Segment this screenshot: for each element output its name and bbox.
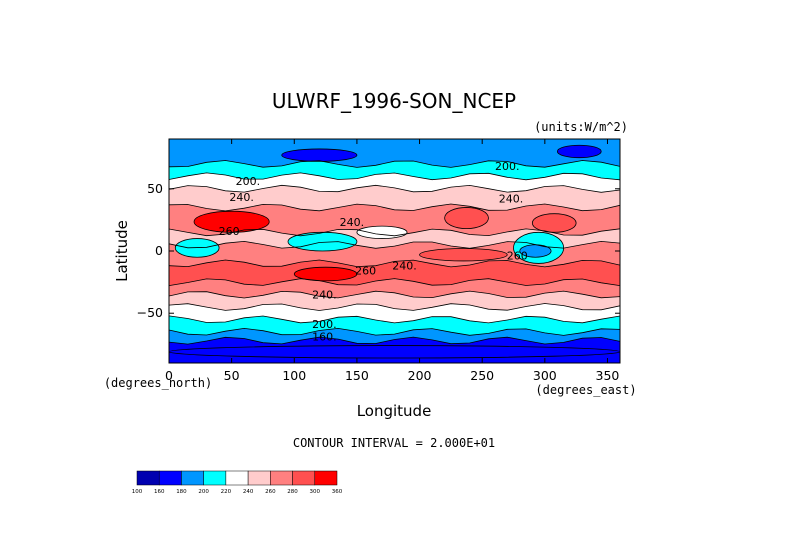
y-axis-label: Latitude bbox=[113, 220, 131, 282]
colorbar-label-3: 200 bbox=[198, 489, 209, 495]
contour-label-6: 240. bbox=[392, 260, 417, 273]
band-5 bbox=[169, 228, 620, 249]
band-2 bbox=[169, 172, 620, 193]
contour-label-1: 200. bbox=[495, 160, 520, 173]
contour-label-7: 260 bbox=[507, 250, 528, 263]
contour-line-10 bbox=[169, 303, 620, 311]
contour-label-11: 160. bbox=[312, 331, 337, 344]
contour-line-8 bbox=[169, 278, 620, 286]
colorbar-swatch-3 bbox=[203, 470, 227, 486]
feature-12 bbox=[169, 345, 620, 359]
contour-label-2: 240. bbox=[229, 191, 254, 204]
x-tick-label-3: 150 bbox=[345, 368, 369, 383]
colorbar-swatch-0 bbox=[136, 470, 160, 486]
contour-line-11 bbox=[169, 315, 620, 324]
contour-label-0: 200. bbox=[236, 175, 261, 188]
colorbar: 100 160 180 200 220 240 260 280 300 360 bbox=[132, 470, 343, 495]
colorbar-label-4: 220 bbox=[221, 489, 232, 495]
contour-line-12 bbox=[169, 327, 620, 336]
contour-label-9: 240. bbox=[312, 288, 337, 301]
y-tick-label-2: −50 bbox=[137, 305, 163, 320]
contour-label-3: 240. bbox=[499, 192, 524, 205]
band-12 bbox=[169, 328, 620, 345]
y-tick-label-1: 0 bbox=[155, 243, 163, 258]
band-9 bbox=[169, 291, 620, 311]
feature-3 bbox=[293, 266, 358, 282]
contour-line-5 bbox=[169, 228, 620, 237]
feature-2 bbox=[531, 213, 577, 233]
x-tick-label-0: 0 bbox=[165, 368, 173, 383]
band-3 bbox=[169, 185, 620, 211]
colorbar-swatch-6 bbox=[270, 470, 293, 486]
feature-1 bbox=[444, 207, 489, 229]
feature-10 bbox=[556, 144, 602, 159]
feature-5 bbox=[356, 225, 408, 239]
band-11 bbox=[169, 315, 620, 336]
colorbar-swatch-5 bbox=[247, 470, 271, 486]
contour-line-6 bbox=[169, 240, 620, 249]
x-unit-label: (degrees_east) bbox=[535, 383, 636, 397]
contour-line-1 bbox=[169, 160, 620, 168]
colorbar-label-6: 260 bbox=[265, 489, 276, 495]
contour-interval-text: CONTOUR INTERVAL = 2.000E+01 bbox=[293, 436, 495, 450]
contour-labels: 200. 200. 240. 240. 240. 260 240. 260 260 240. 200… bbox=[219, 160, 528, 343]
y-tick-label-0: 50 bbox=[147, 181, 163, 196]
colorbar-label-2: 180 bbox=[176, 489, 187, 495]
x-tick-label-6: 300 bbox=[533, 368, 557, 383]
units-label: (units:W/m^2) bbox=[534, 120, 628, 134]
contour-line-2 bbox=[169, 172, 620, 181]
contour-label-8: 260 bbox=[355, 265, 376, 278]
contour-label-10: 200. bbox=[312, 318, 337, 331]
y-unit-label: (degrees_north) bbox=[104, 376, 212, 390]
colorbar-swatch-7 bbox=[292, 470, 316, 486]
colorbar-swatch-1 bbox=[158, 470, 182, 486]
x-tick-label-7: 350 bbox=[596, 368, 620, 383]
colorbar-label-1: 160 bbox=[154, 489, 165, 495]
y-axis-ticks: 50 0 −50 bbox=[137, 181, 620, 320]
contour-label-5: 260 bbox=[219, 225, 240, 238]
band-6 bbox=[169, 241, 620, 267]
x-axis-ticks: 0 50 100 150 200 250 300 350 bbox=[165, 139, 619, 383]
colorbar-swatch-8 bbox=[314, 470, 338, 486]
colorbar-swatch-4 bbox=[225, 470, 249, 486]
colorbar-label-7: 280 bbox=[287, 489, 298, 495]
band-8 bbox=[169, 278, 620, 298]
contour-line-9 bbox=[169, 290, 620, 299]
contour-line-4 bbox=[169, 203, 620, 212]
contour-line-7 bbox=[169, 259, 620, 268]
band-4 bbox=[169, 204, 620, 236]
x-tick-label-5: 250 bbox=[470, 368, 494, 383]
contour-line-13 bbox=[169, 336, 620, 345]
colorbar-swatch-2 bbox=[181, 470, 204, 486]
feature-4 bbox=[419, 248, 508, 262]
band-10 bbox=[169, 303, 620, 323]
plot-contours bbox=[169, 160, 620, 345]
x-tick-label-4: 200 bbox=[408, 368, 432, 383]
feature-11 bbox=[281, 148, 358, 162]
chart-title: ULWRF_1996-SON_NCEP bbox=[272, 89, 516, 113]
x-tick-label-2: 100 bbox=[282, 368, 306, 383]
contour-line-3 bbox=[169, 184, 620, 193]
colorbar-label-0: 100 bbox=[132, 489, 143, 495]
colorbar-label-8: 300 bbox=[310, 489, 321, 495]
x-axis-label: Longitude bbox=[357, 402, 432, 420]
band-0 bbox=[169, 139, 620, 168]
colorbar-label-5: 240 bbox=[243, 489, 254, 495]
colorbar-label-9: 360 bbox=[332, 489, 343, 495]
contour-label-4: 240. bbox=[340, 216, 365, 229]
x-tick-label-1: 50 bbox=[224, 368, 240, 383]
